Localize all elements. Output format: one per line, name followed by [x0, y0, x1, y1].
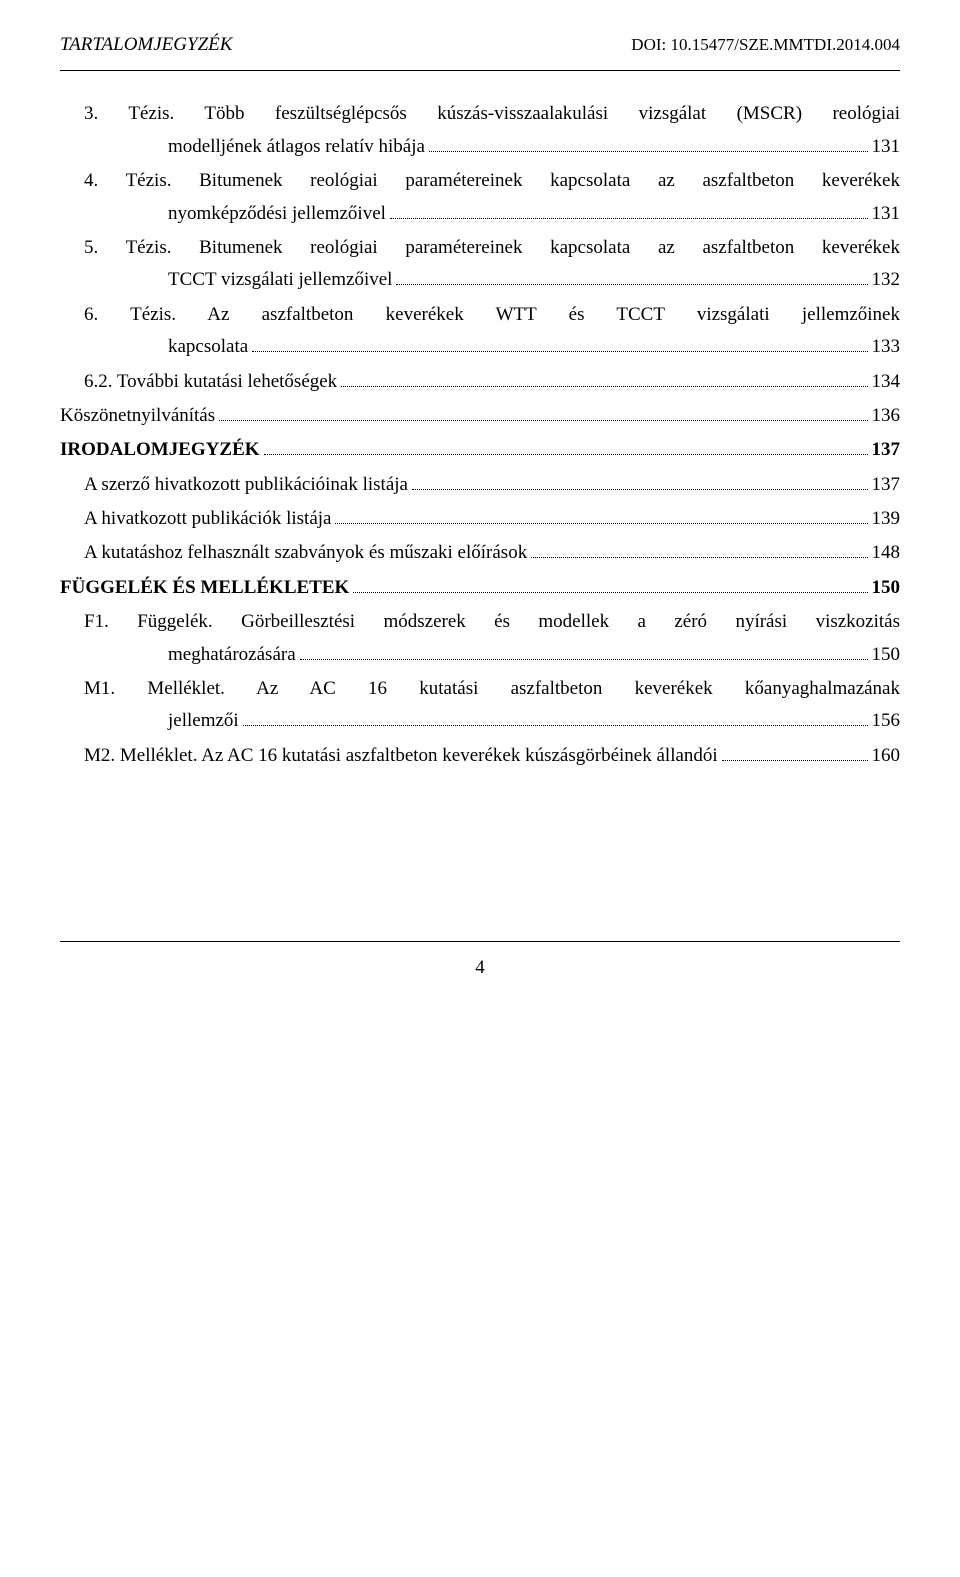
toc-text: TCCT vizsgálati jellemzőivel — [168, 265, 392, 295]
header-doi: DOI: 10.15477/SZE.MMTDI.2014.004 — [631, 31, 900, 58]
toc-leader — [390, 201, 868, 218]
toc-page: 137 — [872, 435, 901, 465]
toc-leader — [341, 369, 867, 386]
toc-text: kapcsolata — [168, 332, 248, 362]
toc-page: 150 — [872, 573, 901, 603]
toc-entry: A kutatáshoz felhasznált szabványok és m… — [60, 538, 900, 568]
toc-page: 150 — [872, 640, 901, 670]
toc-entry-line: 6. Tézis. Az aszfaltbeton keverékek WTT … — [60, 300, 900, 330]
toc-text: A szerző hivatkozott publikációinak list… — [84, 470, 408, 500]
toc-text: FÜGGELÉK ÉS MELLÉKLETEK — [60, 573, 349, 603]
toc-page: 160 — [872, 741, 901, 771]
toc-leader — [396, 268, 867, 285]
toc-page: 131 — [872, 199, 901, 229]
toc-text: meghatározására — [168, 640, 296, 670]
toc-entry-line: M1. Melléklet. Az AC 16 kutatási aszfalt… — [60, 674, 900, 704]
toc-page: 137 — [872, 470, 901, 500]
toc-leader — [252, 335, 867, 352]
toc-entry-line: F1. Függelék. Görbeillesztési módszerek … — [60, 607, 900, 637]
toc-entry: jellemzői 156 — [60, 706, 900, 736]
toc-entry: Köszönetnyilvánítás 136 — [60, 401, 900, 431]
toc-entry: meghatározására 150 — [60, 640, 900, 670]
toc-page: 134 — [872, 367, 901, 397]
toc-entry: M2. Melléklet. Az AC 16 kutatási aszfalt… — [60, 741, 900, 771]
toc-entry-heading: FÜGGELÉK ÉS MELLÉKLETEK 150 — [60, 573, 900, 603]
toc-text: A hivatkozott publikációk listája — [84, 504, 331, 534]
toc-text: M2. Melléklet. Az AC 16 kutatási aszfalt… — [84, 741, 718, 771]
toc-leader — [243, 709, 868, 726]
toc-leader — [335, 507, 867, 524]
toc-page: 133 — [872, 332, 901, 362]
toc-text: A kutatáshoz felhasznált szabványok és m… — [84, 538, 527, 568]
toc-text: Köszönetnyilvánítás — [60, 401, 215, 431]
toc-text: modelljének átlagos relatív hibája — [168, 132, 425, 162]
page-number: 4 — [60, 953, 900, 983]
toc-entry: modelljének átlagos relatív hibája 131 — [60, 132, 900, 162]
toc-entry-heading: IRODALOMJEGYZÉK 137 — [60, 435, 900, 465]
toc-leader — [722, 744, 868, 761]
toc-entry-line: 5. Tézis. Bitumenek reológiai paramétere… — [60, 233, 900, 263]
toc-text: nyomképződési jellemzőivel — [168, 199, 386, 229]
toc-leader — [219, 404, 867, 421]
toc-entry: kapcsolata 133 — [60, 332, 900, 362]
header-section-title: TARTALOMJEGYZÉK — [60, 30, 232, 60]
toc-leader — [353, 576, 867, 593]
toc-text: jellemzői — [168, 706, 239, 736]
toc-page: 136 — [872, 401, 901, 431]
toc-leader — [264, 438, 868, 455]
toc-entry-line: 3. Tézis. Több feszültséglépcsős kúszás-… — [60, 99, 900, 129]
toc-leader — [412, 473, 868, 490]
page-header: TARTALOMJEGYZÉK DOI: 10.15477/SZE.MMTDI.… — [60, 30, 900, 71]
toc-text: IRODALOMJEGYZÉK — [60, 435, 260, 465]
toc-page: 148 — [872, 538, 901, 568]
toc-entry-line: 4. Tézis. Bitumenek reológiai paramétere… — [60, 166, 900, 196]
toc-entry: nyomképződési jellemzőivel 131 — [60, 199, 900, 229]
toc-entry: 6.2. További kutatási lehetőségek 134 — [60, 367, 900, 397]
toc-page: 131 — [872, 132, 901, 162]
toc-text: 6.2. További kutatási lehetőségek — [84, 367, 337, 397]
toc-page: 156 — [872, 706, 901, 736]
toc-entry: TCCT vizsgálati jellemzőivel 132 — [60, 265, 900, 295]
footer-rule: 4 — [60, 941, 900, 983]
toc-leader — [531, 541, 867, 558]
table-of-contents: 3. Tézis. Több feszültséglépcsős kúszás-… — [60, 99, 900, 771]
toc-entry: A hivatkozott publikációk listája 139 — [60, 504, 900, 534]
toc-leader — [429, 135, 868, 152]
toc-page: 132 — [872, 265, 901, 295]
toc-entry: A szerző hivatkozott publikációinak list… — [60, 470, 900, 500]
toc-page: 139 — [872, 504, 901, 534]
toc-leader — [300, 643, 868, 660]
